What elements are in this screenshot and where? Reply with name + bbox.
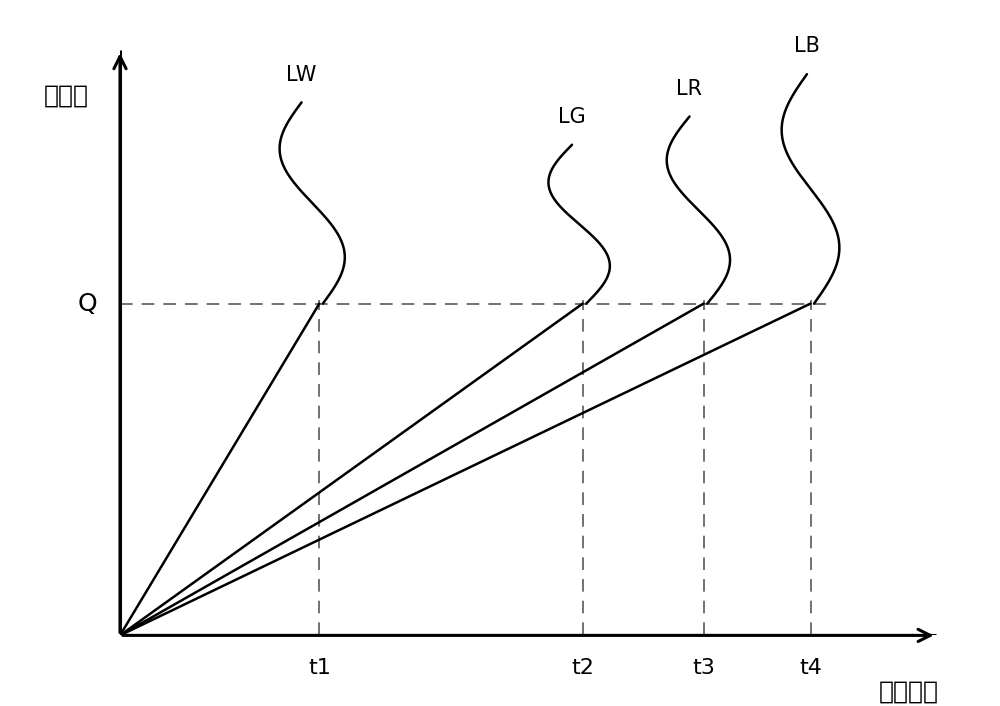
Text: t2: t2 (571, 658, 594, 678)
Text: Q: Q (78, 292, 97, 316)
Text: LW: LW (286, 65, 317, 85)
Text: t3: t3 (692, 658, 715, 678)
Text: LB: LB (794, 37, 820, 56)
Text: LR: LR (676, 79, 702, 99)
Text: LG: LG (558, 107, 586, 127)
Text: t4: t4 (799, 658, 822, 678)
Text: 曝光时间: 曝光时间 (879, 679, 939, 703)
Text: t1: t1 (308, 658, 331, 678)
Text: 曝光量: 曝光量 (44, 83, 89, 107)
